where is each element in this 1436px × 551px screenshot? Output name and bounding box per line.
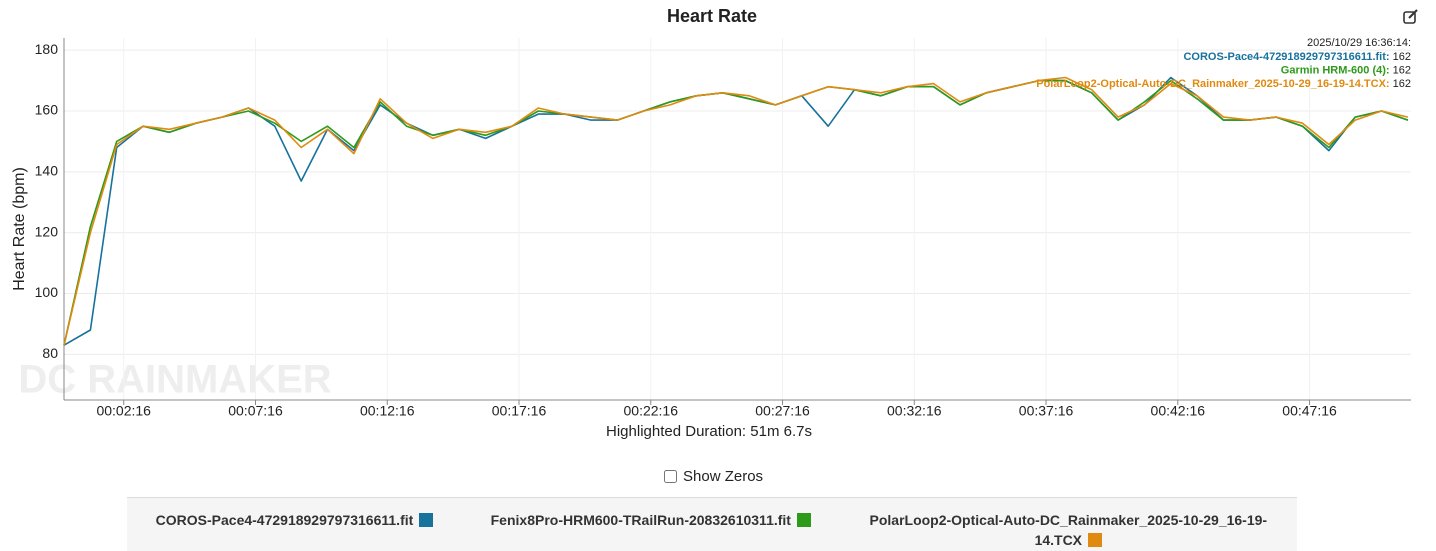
tooltip-value: 162 bbox=[1393, 51, 1411, 63]
legend: COROS-Pace4-472918929797316611.fit Fenix8… bbox=[127, 497, 1297, 551]
tooltip-time: 2025/10/29 16:36:14: bbox=[1307, 37, 1411, 49]
tooltip-entry: COROS-Pace4-472918929797316611.fit: 162 bbox=[1183, 51, 1411, 63]
series-line bbox=[63, 76, 1409, 346]
x-tick-label: 00:42:16 bbox=[1151, 403, 1206, 419]
y-tick-label: 100 bbox=[35, 284, 59, 300]
chart: Heart Rate DC RAINMAKER Heart Rate (bpm)… bbox=[11, 6, 1418, 440]
show-zeros-checkbox[interactable] bbox=[664, 470, 677, 483]
show-zeros[interactable]: Show Zeros bbox=[664, 468, 763, 485]
y-tick-label: 180 bbox=[35, 41, 59, 57]
x-tick-label: 00:27:16 bbox=[755, 403, 810, 419]
x-axis-label: Highlighted Duration: 51m 6.7s bbox=[606, 423, 812, 440]
x-tick-label: 00:17:16 bbox=[492, 403, 547, 419]
x-tick-label: 00:37:16 bbox=[1019, 403, 1074, 419]
legend-label: Fenix8Pro-HRM600-TRailRun-20832610311.fi… bbox=[490, 512, 791, 528]
x-tick-label: 00:12:16 bbox=[360, 403, 415, 419]
watermark: DC RAINMAKER bbox=[18, 358, 331, 402]
tooltip-entry: Garmin HRM-600 (4): 162 bbox=[1281, 64, 1411, 76]
tooltip-label: COROS-Pace4-472918929797316611.fit: bbox=[1183, 51, 1389, 63]
x-tick-label: 00:22:16 bbox=[624, 403, 679, 419]
y-tick-label: 80 bbox=[42, 345, 58, 361]
legend-label: PolarLoop2-Optical-Auto-DC_Rainmaker_202… bbox=[869, 512, 1268, 548]
legend-swatch bbox=[419, 513, 434, 527]
x-tick-label: 00:47:16 bbox=[1282, 403, 1337, 419]
y-tick-label: 140 bbox=[35, 163, 59, 179]
tooltip-entry: PolarLoop2-Optical-Auto-DC_Rainmaker_202… bbox=[1036, 78, 1411, 90]
y-axis-label: Heart Rate (bpm) bbox=[11, 167, 28, 291]
legend-item[interactable]: COROS-Pace4-472918929797316611.fit bbox=[156, 498, 434, 551]
x-tick-label: 00:02:16 bbox=[96, 403, 151, 419]
legend-item[interactable]: PolarLoop2-Optical-Auto-DC_Rainmaker_202… bbox=[868, 498, 1268, 551]
y-tick-label: 120 bbox=[35, 223, 59, 239]
y-tick-label: 160 bbox=[35, 102, 59, 118]
series-line bbox=[63, 76, 1409, 346]
x-tick-label: 00:07:16 bbox=[228, 403, 283, 419]
tooltip-value: 162 bbox=[1393, 78, 1411, 90]
legend-swatch bbox=[796, 513, 811, 527]
show-zeros-label: Show Zeros bbox=[683, 468, 764, 485]
legend-item[interactable]: Fenix8Pro-HRM600-TRailRun-20832610311.fi… bbox=[491, 498, 811, 551]
edit-icon[interactable] bbox=[1403, 9, 1418, 24]
tooltip-label: PolarLoop2-Optical-Auto-DC_Rainmaker_202… bbox=[1036, 78, 1389, 90]
tooltip-value: 162 bbox=[1393, 64, 1411, 76]
legend-label: COROS-Pace4-472918929797316611.fit bbox=[155, 512, 414, 528]
x-tick-label: 00:32:16 bbox=[887, 403, 942, 419]
tooltip-label: Garmin HRM-600 (4): bbox=[1281, 64, 1390, 76]
legend-swatch bbox=[1088, 533, 1103, 547]
chart-title: Heart Rate bbox=[667, 6, 757, 26]
